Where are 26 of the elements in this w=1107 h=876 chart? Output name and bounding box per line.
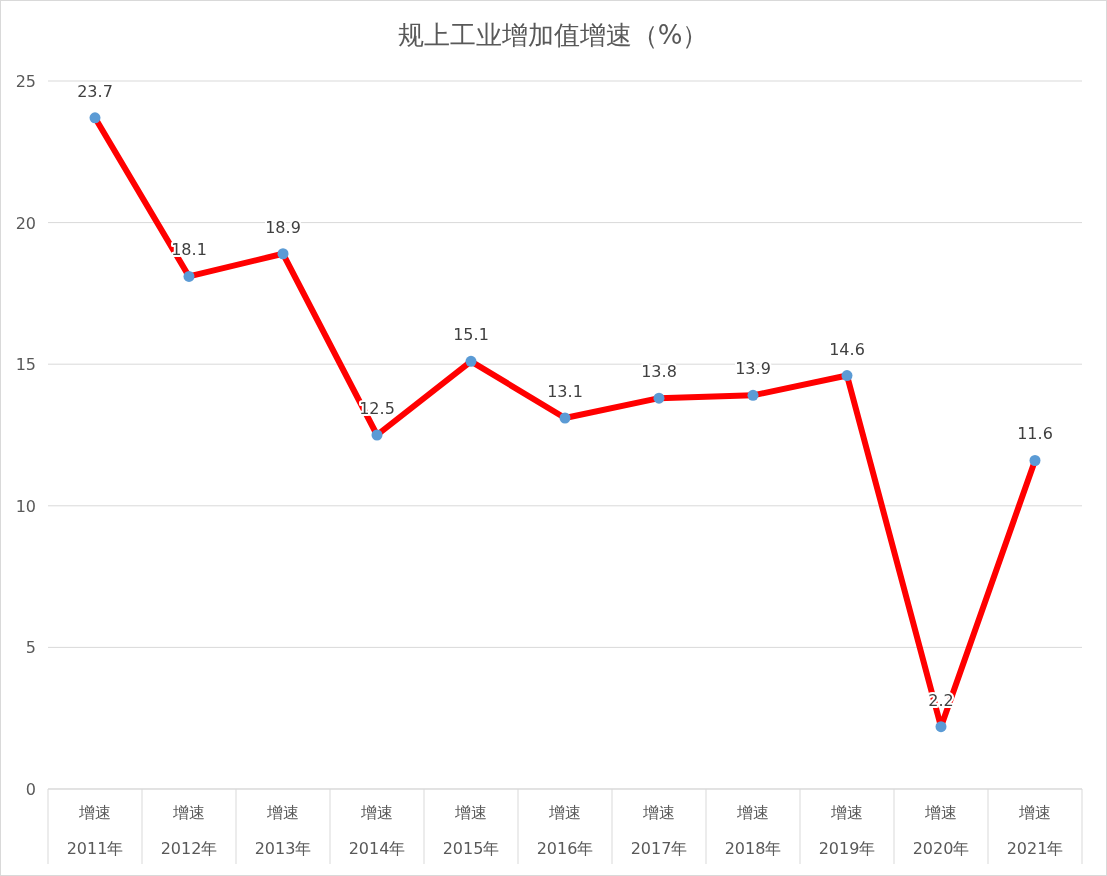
x-tick-label: 增速 2011年 (66, 803, 124, 858)
x-tick-label: 增速 2019年 (818, 803, 876, 858)
y-tick-label: 10 (15, 496, 36, 516)
data-label: 13.1 (547, 382, 583, 402)
x-tick-label: 增速 2014年 (348, 803, 406, 858)
data-label: 13.8 (641, 362, 677, 382)
data-label: 23.7 (77, 81, 113, 101)
y-tick-label: 25 (15, 72, 36, 91)
x-tick-label: 增速 2012年 (160, 803, 218, 858)
x-tick-label: 增速 2016年 (536, 803, 594, 858)
x-tick-label: 增速 2020年 (912, 803, 970, 858)
data-label: 11.6 (1017, 424, 1053, 444)
y-tick-label: 20 (15, 213, 36, 233)
chart-title: 规上工业增加值增速（%） (397, 20, 709, 50)
y-tick-label: 0 (25, 780, 36, 799)
data-label: 18.9 (265, 217, 301, 237)
x-tick-label: 增速 2018年 (724, 803, 782, 858)
x-tick-label: 增速 2017年 (630, 803, 688, 858)
y-tick-label: 15 (15, 355, 36, 375)
x-tick-label: 增速 2013年 (254, 803, 312, 858)
data-label: 13.9 (735, 359, 771, 379)
data-label: 14.6 (829, 339, 865, 359)
x-tick-label: 增速 2015年 (442, 803, 500, 858)
data-label: 15.1 (453, 325, 489, 345)
y-tick-label: 5 (25, 638, 36, 658)
x-tick-label: 增速 2021年 (1006, 803, 1064, 858)
